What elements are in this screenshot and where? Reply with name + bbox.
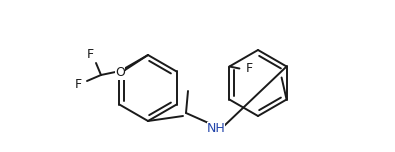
Text: F: F [245, 62, 252, 75]
Text: NH: NH [207, 121, 226, 135]
Text: F: F [87, 48, 94, 62]
Text: F: F [74, 78, 81, 92]
Text: O: O [115, 67, 125, 79]
